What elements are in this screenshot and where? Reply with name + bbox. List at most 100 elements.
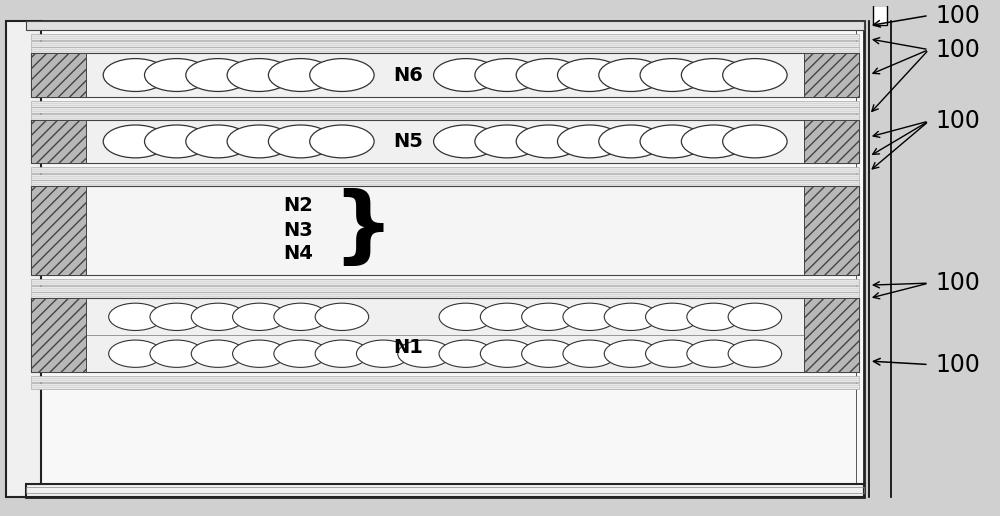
Circle shape — [516, 125, 581, 158]
Text: 100: 100 — [936, 109, 981, 133]
Circle shape — [310, 125, 374, 158]
Circle shape — [599, 125, 663, 158]
Circle shape — [480, 303, 534, 330]
Text: N4: N4 — [283, 245, 313, 263]
Text: 100: 100 — [936, 271, 981, 295]
Circle shape — [557, 59, 622, 91]
Bar — [31, 376, 859, 382]
Circle shape — [475, 125, 539, 158]
Circle shape — [268, 125, 333, 158]
Circle shape — [150, 303, 203, 330]
Circle shape — [604, 303, 658, 330]
Circle shape — [640, 59, 704, 91]
Circle shape — [434, 59, 498, 91]
Text: N6: N6 — [393, 66, 423, 85]
Bar — [31, 186, 859, 275]
Circle shape — [599, 59, 663, 91]
Circle shape — [646, 303, 699, 330]
Circle shape — [439, 340, 493, 367]
Circle shape — [563, 303, 616, 330]
Circle shape — [640, 125, 704, 158]
Circle shape — [522, 340, 575, 367]
Bar — [31, 54, 859, 96]
Circle shape — [723, 59, 787, 91]
Circle shape — [186, 59, 250, 91]
Bar — [6, 21, 41, 497]
Circle shape — [646, 340, 699, 367]
Circle shape — [191, 340, 245, 367]
Circle shape — [310, 59, 374, 91]
Text: N3: N3 — [283, 221, 313, 240]
Circle shape — [398, 340, 451, 367]
Circle shape — [315, 340, 369, 367]
Circle shape — [150, 340, 203, 367]
Circle shape — [109, 303, 162, 330]
Circle shape — [145, 125, 209, 158]
Text: N1: N1 — [393, 338, 423, 357]
Text: 100: 100 — [936, 352, 981, 377]
Bar — [31, 383, 859, 389]
Circle shape — [728, 303, 782, 330]
Circle shape — [145, 59, 209, 91]
Circle shape — [522, 303, 575, 330]
Circle shape — [186, 125, 250, 158]
Circle shape — [434, 125, 498, 158]
Circle shape — [439, 303, 493, 330]
Circle shape — [681, 59, 746, 91]
Circle shape — [480, 340, 534, 367]
Bar — [31, 180, 859, 186]
Bar — [31, 41, 859, 47]
Circle shape — [356, 340, 410, 367]
Circle shape — [563, 340, 616, 367]
Circle shape — [109, 340, 162, 367]
Bar — [31, 34, 859, 40]
Bar — [31, 47, 859, 54]
Bar — [804, 120, 859, 163]
Circle shape — [557, 125, 622, 158]
Circle shape — [233, 303, 286, 330]
Bar — [26, 21, 864, 30]
Bar — [31, 54, 86, 96]
Bar — [31, 114, 859, 120]
Circle shape — [274, 303, 327, 330]
Bar — [26, 487, 864, 493]
Circle shape — [233, 340, 286, 367]
Circle shape — [687, 303, 740, 330]
Circle shape — [728, 340, 782, 367]
Circle shape — [227, 125, 292, 158]
Circle shape — [475, 59, 539, 91]
Bar — [31, 286, 859, 292]
Bar — [31, 293, 859, 298]
Bar — [31, 298, 859, 372]
Bar — [31, 101, 859, 107]
Circle shape — [687, 340, 740, 367]
Bar — [31, 120, 86, 163]
Bar — [31, 186, 86, 275]
Text: }: } — [333, 188, 394, 271]
Bar — [26, 21, 864, 497]
Circle shape — [191, 303, 245, 330]
Circle shape — [103, 125, 168, 158]
Circle shape — [604, 340, 658, 367]
Circle shape — [681, 125, 746, 158]
Bar — [804, 54, 859, 96]
Text: 100: 100 — [936, 38, 981, 61]
Text: 100: 100 — [936, 4, 981, 27]
Text: N2: N2 — [283, 196, 313, 215]
Bar — [34, 25, 856, 493]
Bar — [31, 120, 859, 163]
Bar — [31, 298, 86, 372]
Text: N5: N5 — [393, 132, 423, 151]
Circle shape — [274, 340, 327, 367]
Bar — [26, 484, 864, 497]
Bar — [31, 107, 859, 113]
Bar — [873, 5, 887, 25]
Circle shape — [227, 59, 292, 91]
Circle shape — [516, 59, 581, 91]
Circle shape — [315, 303, 369, 330]
Circle shape — [103, 59, 168, 91]
Bar — [31, 173, 859, 180]
Circle shape — [268, 59, 333, 91]
Bar — [31, 279, 859, 285]
Bar — [31, 167, 859, 173]
